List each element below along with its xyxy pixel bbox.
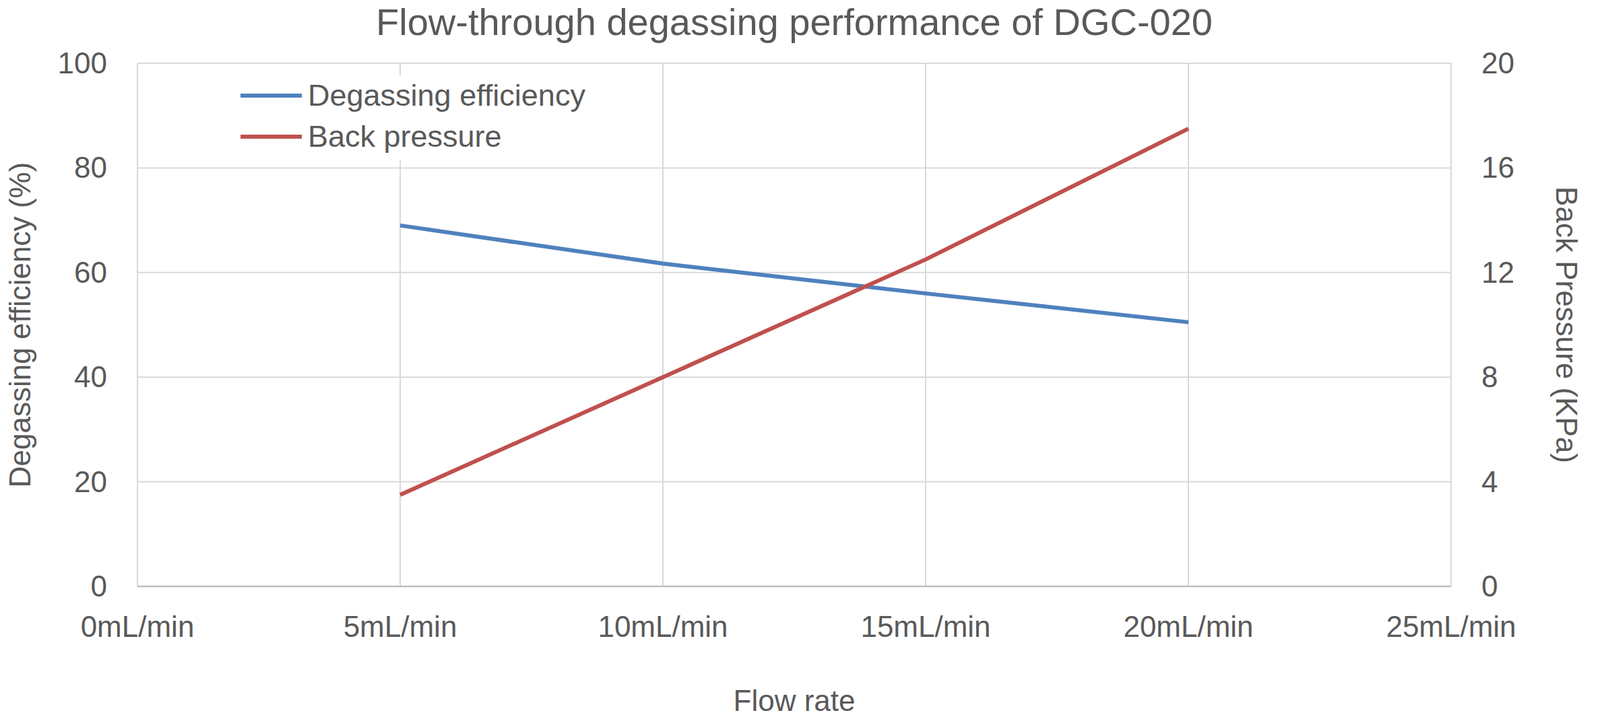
y-grid-line — [137, 272, 1452, 274]
x-grid-line — [662, 63, 664, 587]
x-axis-line — [137, 586, 1452, 589]
x-tick-label: 5mL/min — [343, 610, 458, 644]
y2-tick-label: 20 — [1481, 46, 1515, 80]
y2-tick-label: 4 — [1481, 465, 1498, 499]
y-tick-label: 40 — [74, 360, 108, 394]
y-grid-line — [137, 167, 1452, 169]
x-axis-title: Flow rate — [733, 684, 856, 717]
y-axis-title: Degassing efficiency (%) — [3, 162, 37, 488]
y-tick-label: 0 — [90, 569, 108, 603]
x-grid-line — [1187, 63, 1190, 587]
y2-tick-label: 16 — [1481, 150, 1515, 184]
chart: 0 20 40 60 80 100 0 4 8 12 16 20 0mL/min 5mL/min 10mL/… — [0, 0, 1600, 717]
y2-tick-label: 0 — [1481, 569, 1498, 603]
y-grid-line — [137, 62, 1452, 64]
x-tick-label: 10mL/min — [597, 610, 728, 644]
y-tick-label: 60 — [74, 256, 108, 290]
y-grid-line — [137, 481, 1452, 484]
series-line — [400, 128, 1189, 496]
x-grid-line — [1450, 63, 1452, 587]
x-grid-line — [136, 63, 139, 587]
legend-background — [229, 75, 620, 160]
y2-axis-title: Back Pressure (KPa) — [1550, 186, 1584, 464]
x-tick-label: 25mL/min — [1385, 610, 1516, 644]
legend-label: Back pressure — [307, 119, 502, 154]
y2-tick-label: 12 — [1481, 256, 1515, 290]
y-tick-label: 80 — [74, 150, 108, 184]
x-tick-label: 20mL/min — [1123, 610, 1254, 644]
legend-swatch — [240, 134, 302, 139]
y2-tick-label: 8 — [1481, 360, 1498, 394]
x-grid-line — [924, 63, 927, 587]
chart-title: Flow-through degassing performance of DG… — [375, 0, 1213, 44]
x-tick-label: 0mL/min — [80, 610, 195, 644]
series-line — [400, 225, 1189, 323]
x-tick-label: 15mL/min — [860, 610, 991, 644]
legend-swatch — [240, 93, 302, 98]
y-tick-label: 100 — [57, 46, 108, 80]
data-group — [400, 128, 1189, 496]
y-grid-line — [137, 376, 1452, 378]
y-tick-label: 20 — [74, 465, 108, 499]
legend-label: Degassing efficiency — [307, 78, 586, 113]
